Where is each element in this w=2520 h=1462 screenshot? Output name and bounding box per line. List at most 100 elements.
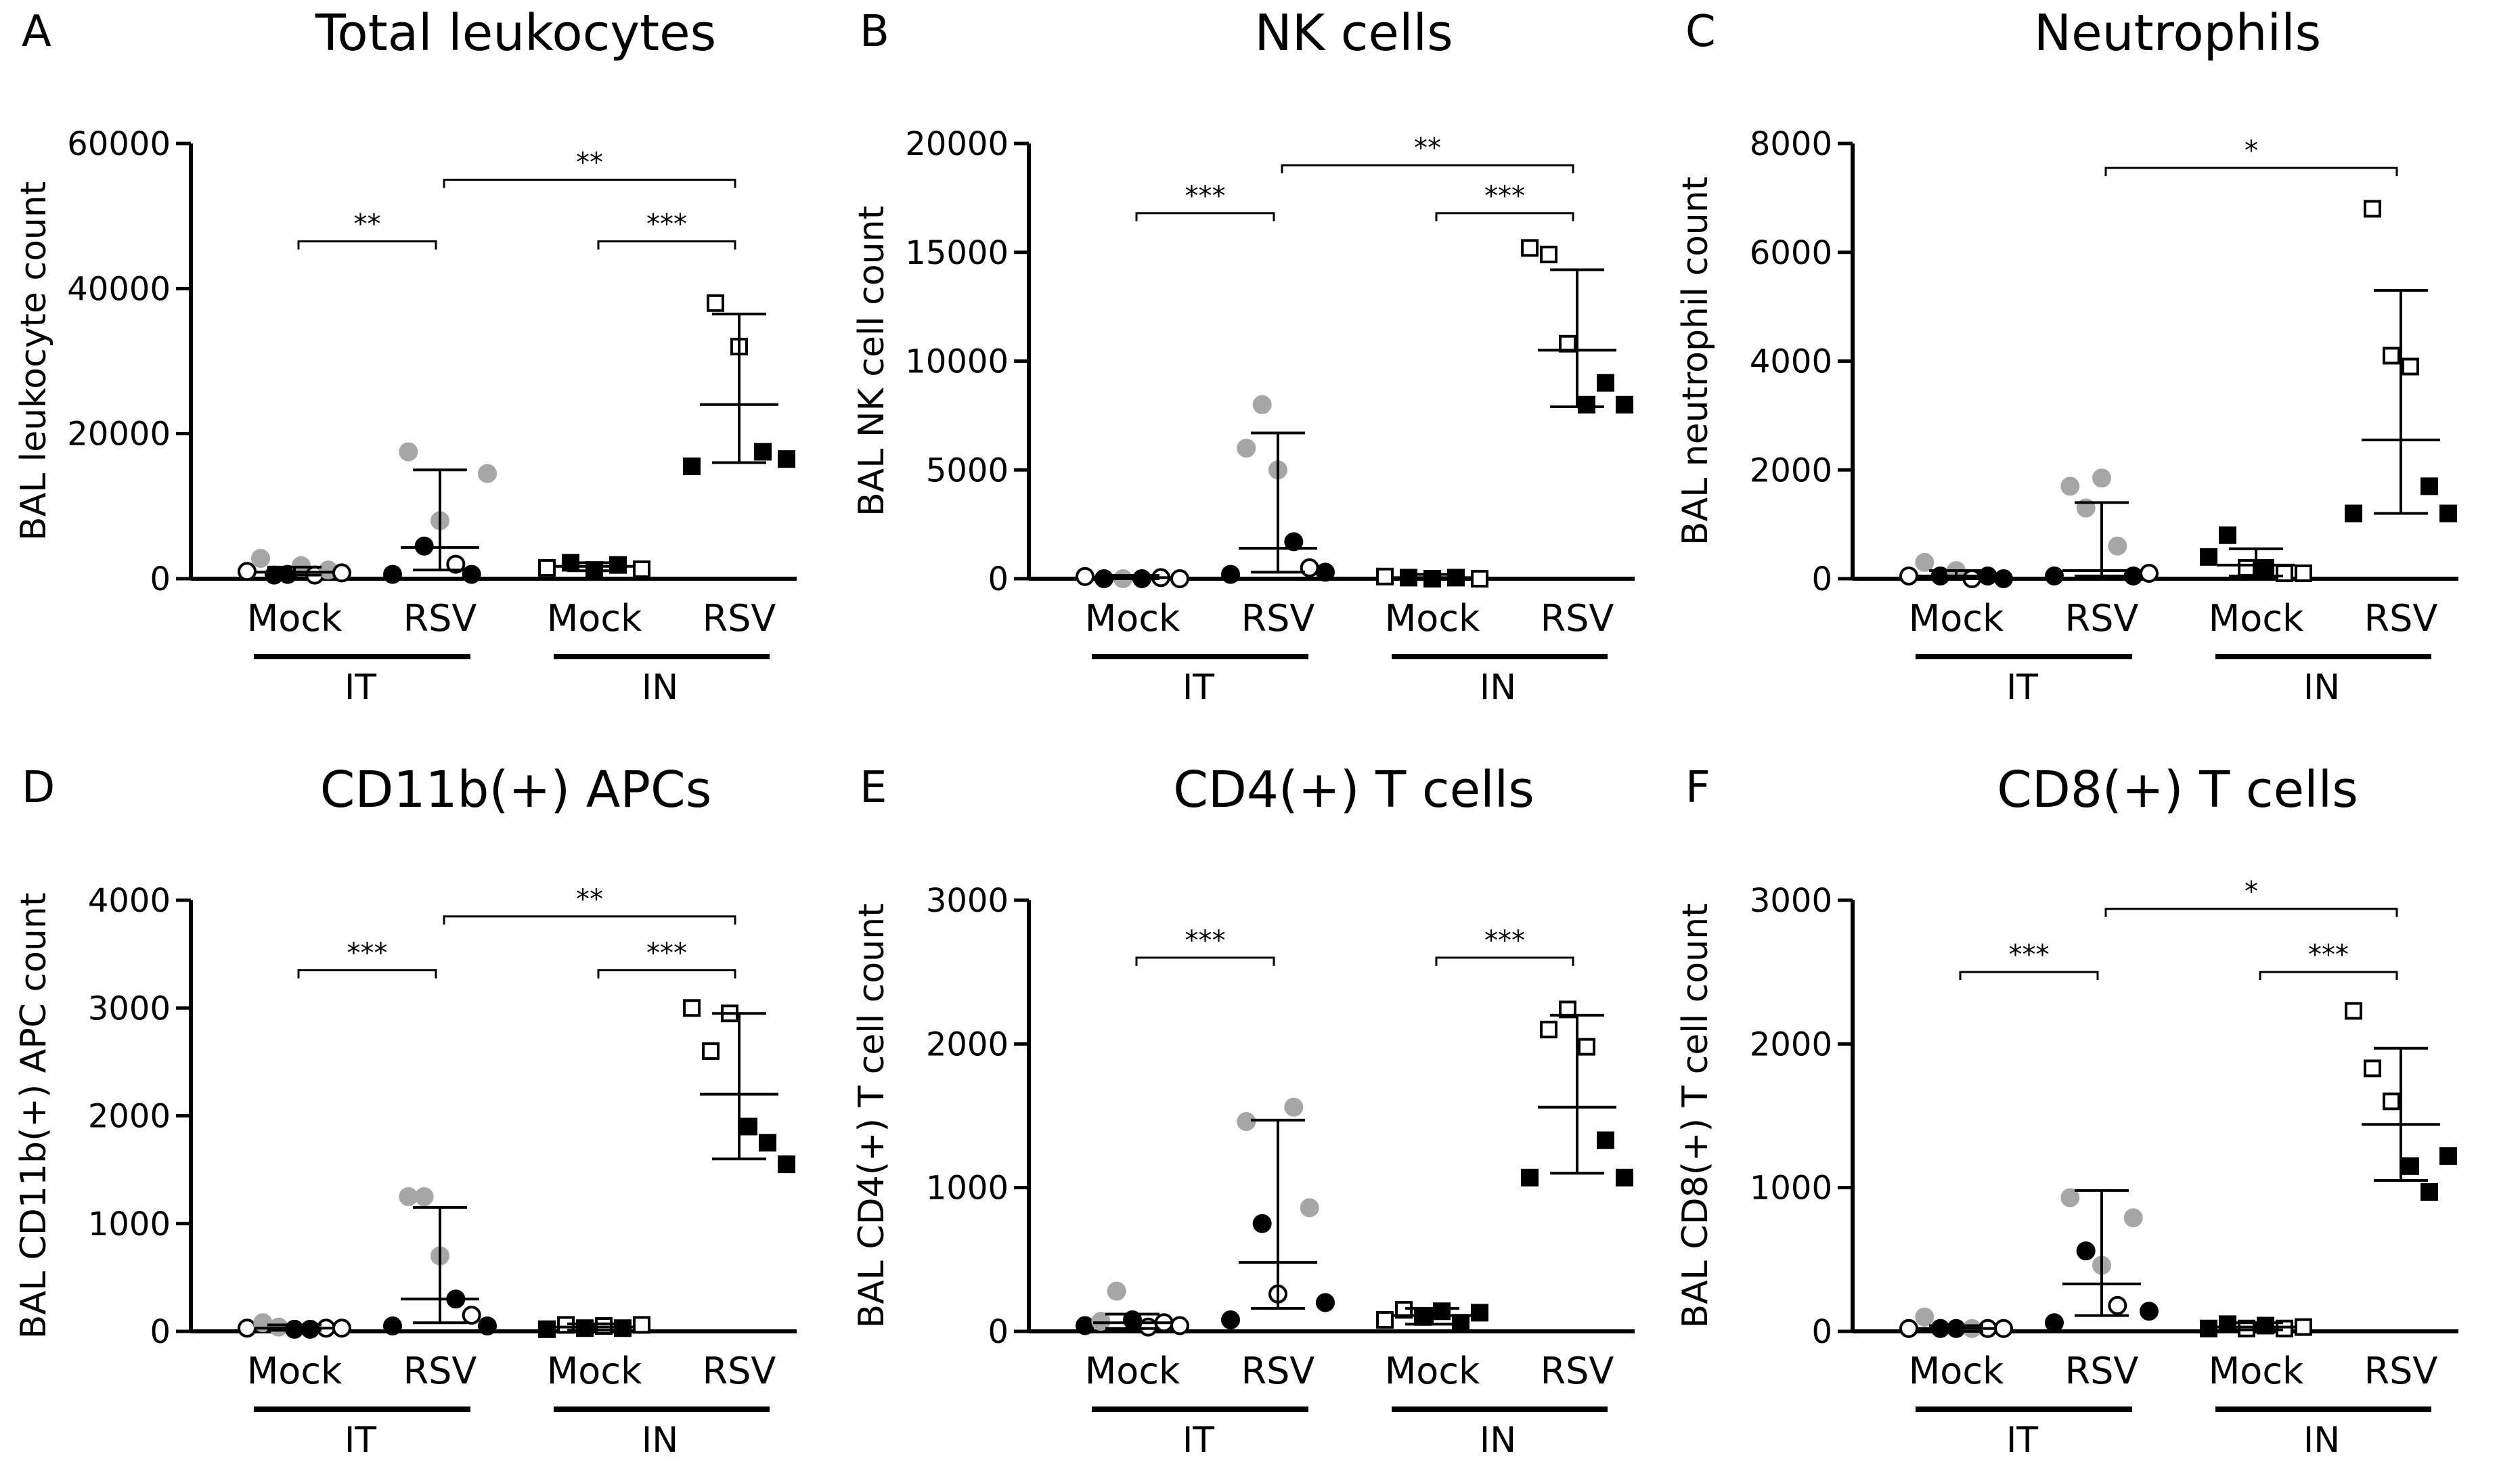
panel-label: C bbox=[1685, 7, 1716, 57]
x-tick-label: Mock bbox=[1385, 1350, 1480, 1392]
data-point bbox=[1414, 1308, 1432, 1326]
y-tick-label: 0 bbox=[988, 1313, 1009, 1351]
data-point bbox=[1521, 239, 1539, 257]
significance-bracket bbox=[1959, 971, 2099, 981]
data-point bbox=[1221, 564, 1240, 584]
y-axis-label: BAL CD8(+) T cell count bbox=[1675, 904, 1716, 1329]
data-point bbox=[2295, 1318, 2312, 1336]
y-tick-label: 20000 bbox=[67, 416, 171, 453]
group-label: IN bbox=[2303, 1420, 2340, 1461]
x-tick-label: Mock bbox=[2209, 597, 2304, 640]
x-tick-label: Mock bbox=[547, 597, 642, 640]
x-tick-label: RSV bbox=[2065, 1350, 2139, 1392]
panel-d: D CD11b(+) APCs BAL CD11b(+) APC count 0 100… bbox=[14, 761, 797, 1461]
data-point bbox=[1107, 1281, 1126, 1301]
x-tick-label: Mock bbox=[1085, 597, 1180, 640]
y-tick-label: 0 bbox=[1811, 560, 1832, 598]
data-point bbox=[1221, 1310, 1240, 1330]
data-point bbox=[609, 556, 627, 574]
significance-label: *** bbox=[1484, 925, 1525, 956]
y-axis-label: BAL leukocyte count bbox=[14, 181, 54, 541]
significance-bracket bbox=[297, 969, 437, 979]
y-tick-label: 1000 bbox=[1750, 1170, 1832, 1208]
data-point bbox=[683, 457, 701, 475]
data-point bbox=[2402, 357, 2419, 376]
x-tick-label: RSV bbox=[703, 1350, 776, 1392]
significance-label: *** bbox=[1185, 925, 1226, 956]
data-point bbox=[2402, 1157, 2419, 1175]
group-label: IT bbox=[1182, 667, 1214, 708]
significance-bracket bbox=[297, 240, 437, 250]
data-point bbox=[2383, 1092, 2400, 1111]
data-point bbox=[1170, 1316, 1189, 1335]
data-point bbox=[1376, 1311, 1394, 1329]
data-point bbox=[707, 294, 724, 312]
y-tick-label: 2000 bbox=[1750, 1025, 1832, 1063]
data-point bbox=[1252, 1214, 1272, 1233]
x-tick-label: Mock bbox=[547, 1350, 642, 1392]
y-tick-label: 40000 bbox=[67, 270, 171, 308]
significance-bracket bbox=[2259, 971, 2398, 981]
data-point bbox=[251, 548, 270, 568]
y-tick-label: 3000 bbox=[88, 990, 171, 1027]
y-tick-label: 3000 bbox=[1750, 882, 1832, 920]
significance-bracket bbox=[597, 240, 736, 250]
x-tick-label: RSV bbox=[703, 597, 776, 640]
y-tick-label: 2000 bbox=[1750, 451, 1832, 489]
data-point bbox=[2123, 1208, 2143, 1228]
data-point bbox=[1252, 395, 1272, 414]
x-tick-label: RSV bbox=[403, 597, 477, 640]
data-point bbox=[1300, 1198, 1319, 1218]
data-point bbox=[478, 464, 497, 483]
data-point bbox=[1376, 567, 1394, 585]
panel-label: F bbox=[1685, 763, 1710, 813]
data-point bbox=[1091, 1312, 1111, 1331]
data-point bbox=[1994, 1319, 2013, 1338]
data-point bbox=[1597, 374, 1614, 392]
x-tick-label: Mock bbox=[247, 1350, 342, 1392]
group-label: IT bbox=[2006, 667, 2038, 708]
data-point bbox=[1284, 532, 1304, 552]
data-point bbox=[778, 450, 795, 468]
group-label: IN bbox=[1480, 667, 1516, 708]
x-tick-label: RSV bbox=[1241, 1350, 1315, 1392]
y-axis-label: BAL neutrophil count bbox=[1675, 177, 1716, 546]
data-point bbox=[1316, 562, 1335, 582]
significance-bracket bbox=[597, 969, 736, 979]
significance-bracket bbox=[1281, 164, 1574, 174]
data-point bbox=[538, 558, 556, 577]
significance-label: *** bbox=[646, 938, 687, 969]
data-point bbox=[1284, 1097, 1304, 1117]
group-label: IT bbox=[345, 1420, 376, 1461]
data-point bbox=[383, 1316, 402, 1336]
y-tick-label: 0 bbox=[150, 1313, 171, 1351]
data-point bbox=[2238, 558, 2255, 577]
data-point bbox=[2140, 1302, 2159, 1321]
y-tick-label: 3000 bbox=[926, 882, 1009, 920]
x-tick-label: RSV bbox=[2364, 1350, 2438, 1392]
data-point bbox=[2108, 1295, 2127, 1315]
significance-label: *** bbox=[1185, 181, 1226, 212]
significance-label: ** bbox=[354, 209, 381, 240]
data-point bbox=[2108, 536, 2127, 556]
x-tick-label: RSV bbox=[1241, 597, 1315, 640]
data-point bbox=[2060, 1188, 2080, 1208]
significance-bracket bbox=[2104, 167, 2398, 177]
data-point bbox=[1559, 1000, 1576, 1019]
data-point bbox=[1471, 570, 1488, 588]
data-point bbox=[2076, 498, 2096, 518]
data-point bbox=[1521, 1168, 1539, 1187]
group-label: IN bbox=[1480, 1420, 1516, 1461]
y-tick-label: 6000 bbox=[1750, 234, 1832, 272]
significance-bracket bbox=[2104, 908, 2398, 917]
significance-bracket bbox=[1435, 956, 1574, 966]
data-point bbox=[2076, 1241, 2096, 1261]
data-point bbox=[1915, 552, 1935, 572]
y-tick-label: 8000 bbox=[1750, 125, 1832, 163]
x-tick-label: Mock bbox=[1085, 1350, 1180, 1392]
significance-bracket bbox=[1135, 956, 1275, 966]
significance-bracket bbox=[443, 179, 736, 188]
data-point bbox=[2257, 558, 2274, 577]
data-point bbox=[1578, 1038, 1595, 1056]
data-point bbox=[2276, 564, 2293, 582]
